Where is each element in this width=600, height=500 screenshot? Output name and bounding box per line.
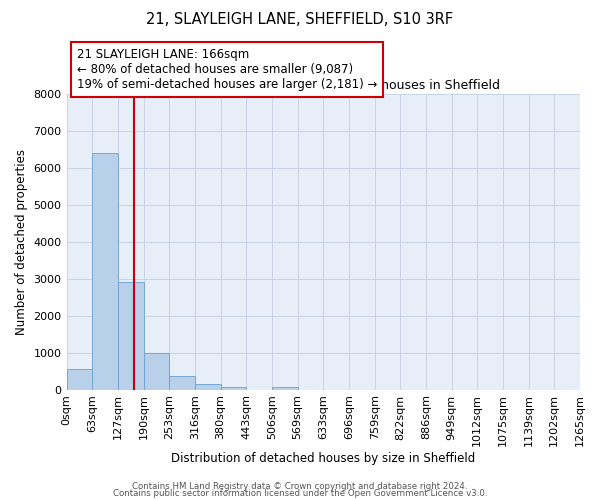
- Bar: [118, 282, 143, 390]
- Text: 21 SLAYLEIGH LANE: 166sqm
← 80% of detached houses are smaller (9,087)
19% of se: 21 SLAYLEIGH LANE: 166sqm ← 80% of detac…: [77, 48, 377, 92]
- Bar: [92, 152, 118, 390]
- Bar: [272, 388, 298, 390]
- Title: Size of property relative to detached houses in Sheffield: Size of property relative to detached ho…: [147, 79, 500, 92]
- Bar: [143, 354, 169, 390]
- Bar: [169, 376, 195, 390]
- Text: 21, SLAYLEIGH LANE, SHEFFIELD, S10 3RF: 21, SLAYLEIGH LANE, SHEFFIELD, S10 3RF: [146, 12, 454, 28]
- Text: Contains HM Land Registry data © Crown copyright and database right 2024.: Contains HM Land Registry data © Crown c…: [132, 482, 468, 491]
- Bar: [195, 384, 221, 390]
- Bar: [221, 386, 246, 390]
- Y-axis label: Number of detached properties: Number of detached properties: [15, 149, 28, 335]
- X-axis label: Distribution of detached houses by size in Sheffield: Distribution of detached houses by size …: [171, 452, 475, 465]
- Text: Contains public sector information licensed under the Open Government Licence v3: Contains public sector information licen…: [113, 490, 487, 498]
- Bar: [67, 368, 92, 390]
